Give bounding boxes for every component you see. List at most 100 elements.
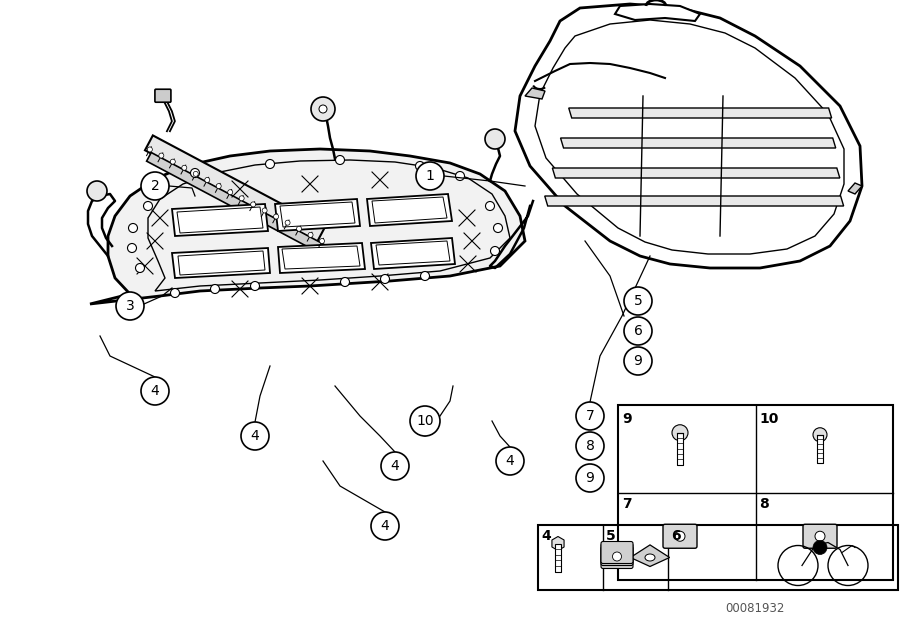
Circle shape: [485, 129, 505, 149]
Circle shape: [496, 447, 524, 475]
Circle shape: [262, 208, 267, 213]
Text: 10: 10: [416, 414, 434, 428]
Polygon shape: [525, 88, 545, 99]
Circle shape: [381, 275, 390, 284]
Polygon shape: [172, 248, 270, 278]
Circle shape: [813, 428, 827, 442]
Circle shape: [576, 402, 604, 430]
Circle shape: [319, 105, 327, 113]
Polygon shape: [177, 207, 263, 233]
Polygon shape: [569, 108, 832, 118]
Text: 5: 5: [634, 294, 643, 308]
Text: 00081932: 00081932: [725, 602, 785, 614]
Circle shape: [410, 406, 440, 436]
Circle shape: [148, 147, 152, 152]
Circle shape: [624, 347, 652, 375]
Text: 1: 1: [426, 169, 435, 183]
Polygon shape: [367, 194, 452, 226]
Circle shape: [128, 244, 137, 252]
Circle shape: [308, 232, 313, 237]
Circle shape: [170, 159, 176, 164]
Polygon shape: [561, 138, 836, 148]
Polygon shape: [178, 251, 265, 275]
Polygon shape: [535, 20, 844, 254]
Bar: [817, 435, 823, 463]
Polygon shape: [515, 4, 862, 268]
Circle shape: [455, 172, 464, 181]
Circle shape: [216, 184, 221, 189]
Polygon shape: [848, 183, 862, 194]
Circle shape: [624, 317, 652, 345]
Polygon shape: [553, 168, 840, 178]
Text: 9: 9: [586, 471, 594, 485]
Text: 6: 6: [671, 529, 680, 543]
Polygon shape: [172, 204, 268, 236]
Polygon shape: [148, 160, 510, 291]
Polygon shape: [615, 4, 700, 21]
Bar: [538, 525, 898, 590]
FancyBboxPatch shape: [803, 524, 837, 548]
Bar: [618, 405, 893, 580]
Circle shape: [815, 531, 825, 541]
Text: 4: 4: [391, 459, 400, 473]
Polygon shape: [147, 153, 323, 252]
Polygon shape: [376, 241, 450, 265]
Circle shape: [228, 190, 233, 195]
Circle shape: [576, 432, 604, 460]
Circle shape: [613, 552, 622, 561]
Circle shape: [116, 292, 144, 320]
Circle shape: [311, 97, 335, 121]
Polygon shape: [372, 197, 447, 223]
Text: 7: 7: [622, 497, 632, 511]
Circle shape: [141, 172, 169, 200]
Polygon shape: [630, 545, 670, 567]
Polygon shape: [282, 246, 360, 269]
Polygon shape: [90, 149, 525, 304]
Circle shape: [813, 541, 827, 555]
Ellipse shape: [645, 554, 655, 561]
Circle shape: [274, 214, 279, 219]
Circle shape: [416, 162, 425, 170]
Polygon shape: [278, 243, 365, 273]
FancyBboxPatch shape: [663, 524, 697, 548]
Circle shape: [675, 531, 685, 541]
Circle shape: [285, 220, 290, 225]
Text: 8: 8: [586, 439, 594, 453]
Circle shape: [485, 202, 494, 211]
Circle shape: [182, 165, 187, 170]
Circle shape: [336, 155, 345, 165]
FancyBboxPatch shape: [155, 89, 171, 102]
Circle shape: [194, 171, 198, 176]
Polygon shape: [544, 196, 843, 206]
FancyBboxPatch shape: [601, 546, 633, 569]
Text: 4: 4: [381, 519, 390, 533]
FancyBboxPatch shape: [601, 544, 633, 565]
Text: 4: 4: [250, 429, 259, 443]
Circle shape: [340, 277, 349, 286]
Text: 10: 10: [760, 412, 778, 426]
Circle shape: [241, 422, 269, 450]
Circle shape: [158, 184, 167, 193]
Polygon shape: [371, 238, 455, 269]
Text: 4: 4: [506, 454, 515, 468]
Circle shape: [158, 153, 164, 158]
Circle shape: [576, 464, 604, 492]
Text: 7: 7: [586, 409, 594, 423]
Circle shape: [491, 247, 500, 256]
Text: 5: 5: [606, 529, 616, 543]
Circle shape: [239, 196, 244, 201]
Circle shape: [141, 377, 169, 405]
Circle shape: [624, 287, 652, 315]
Text: 9: 9: [622, 412, 632, 426]
Polygon shape: [275, 199, 360, 231]
Circle shape: [191, 169, 200, 177]
Circle shape: [136, 263, 145, 272]
Text: 4: 4: [150, 384, 159, 398]
FancyBboxPatch shape: [601, 541, 633, 563]
Circle shape: [129, 223, 138, 233]
Bar: [677, 432, 683, 465]
Text: 6: 6: [634, 324, 643, 338]
Circle shape: [143, 202, 152, 211]
Circle shape: [266, 160, 274, 169]
Circle shape: [251, 202, 256, 207]
